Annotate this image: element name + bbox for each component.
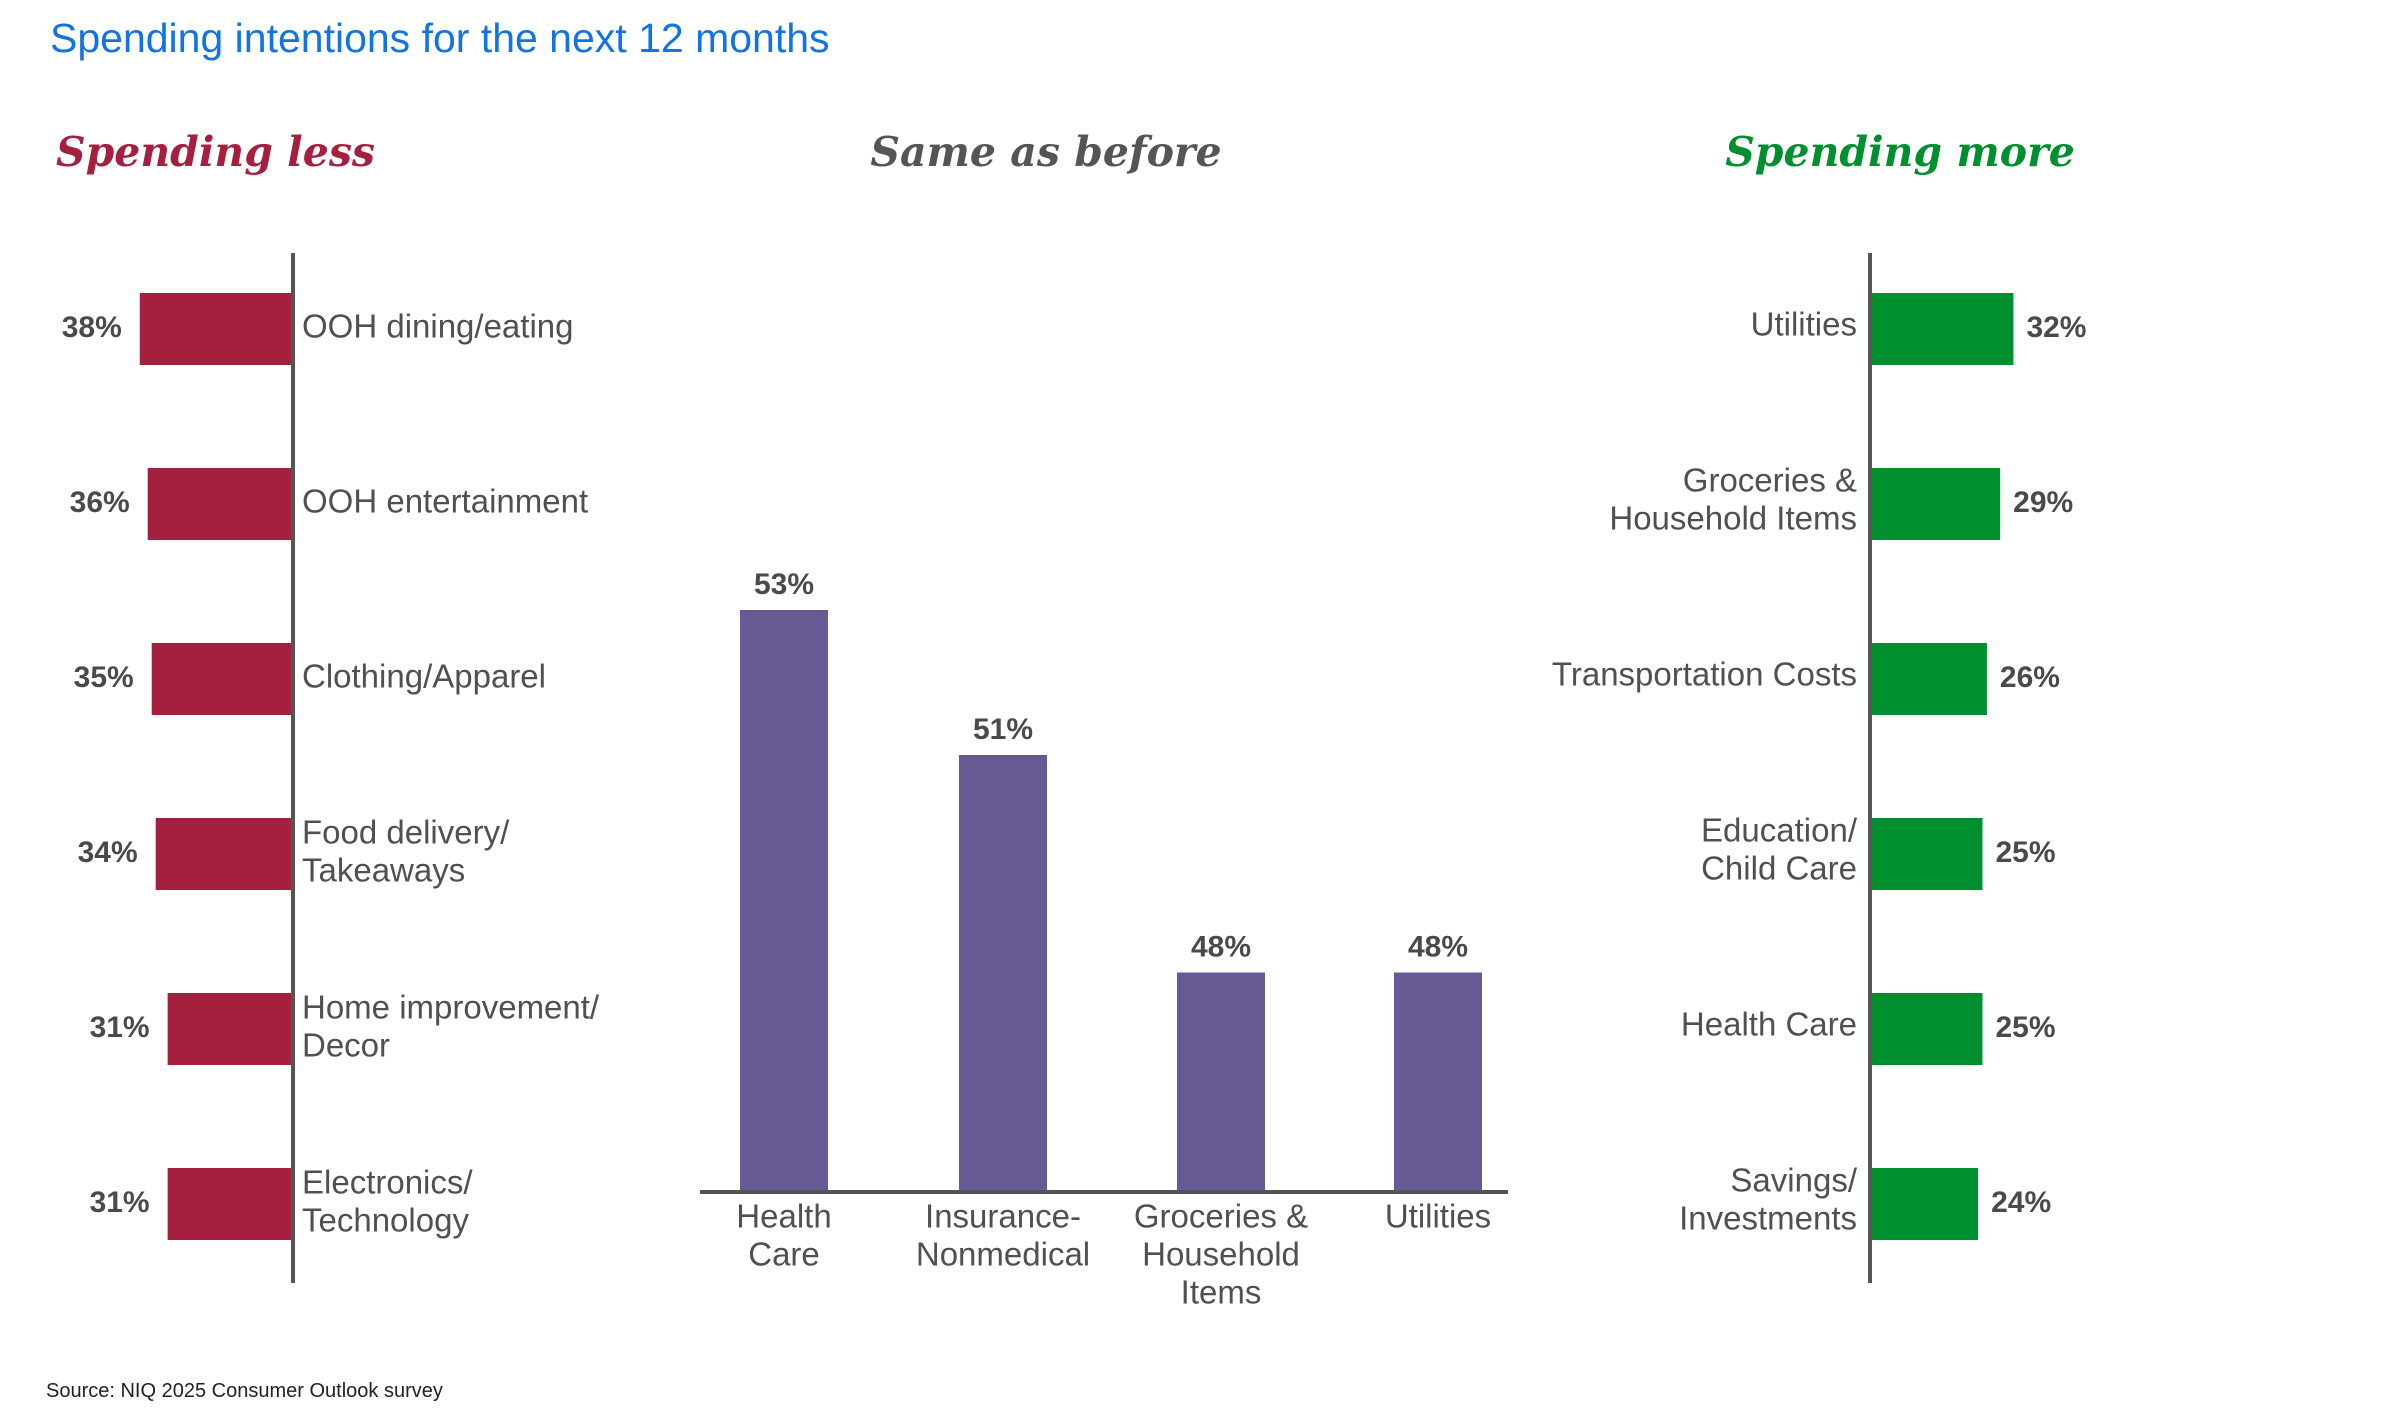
- section-title-spending-less: Spending less: [56, 128, 375, 176]
- more-bar: [1872, 993, 1983, 1065]
- source-note: Source: NIQ 2025 Consumer Outlook survey: [46, 1380, 443, 1402]
- spending-more-chart: 32% Utilities 29% Groceries & Household Item…: [1552, 293, 2086, 1240]
- same-bar: [1177, 972, 1265, 1190]
- same-value-label: 48%: [1191, 930, 1251, 963]
- more-value-label: 29%: [2013, 486, 2073, 519]
- more-category-label: Groceries & Household Items: [1609, 462, 1857, 537]
- same-bar: [740, 610, 828, 1190]
- more-bar: [1872, 818, 1983, 890]
- more-value-label: 32%: [2026, 311, 2086, 344]
- more-bar: [1872, 293, 2014, 365]
- more-category-label: Transportation Costs: [1552, 656, 1857, 693]
- more-bar: [1872, 643, 1987, 715]
- less-category-label: OOH dining/eating: [302, 308, 574, 345]
- chart-title: Spending intentions for the next 12 mont…: [50, 15, 830, 61]
- less-value-label: 31%: [90, 1011, 150, 1044]
- less-category-label: Home improvement/Decor: [302, 989, 600, 1064]
- less-bar: [147, 468, 291, 540]
- same-category-label: Insurance-Nonmedical: [916, 1198, 1090, 1273]
- more-bar: [1872, 468, 2001, 540]
- same-value-label: 48%: [1408, 930, 1468, 963]
- less-value-label: 36%: [70, 486, 130, 519]
- more-category-label: Savings/Investments: [1679, 1162, 1858, 1237]
- less-bar: [167, 993, 291, 1065]
- same-category-label: Groceries & Household Items: [1134, 1198, 1308, 1311]
- less-category-label: Electronics/Technology: [302, 1164, 473, 1239]
- less-bar: [151, 643, 291, 715]
- less-bar: [167, 1168, 291, 1240]
- more-category-label: Health Care: [1681, 1006, 1857, 1043]
- spending-less-chart: 38% OOH dining/eating 36% OOH entertainment…: [62, 293, 600, 1240]
- less-value-label: 38%: [62, 311, 122, 344]
- more-category-label: Education/Child Care: [1701, 812, 1858, 887]
- more-value-label: 26%: [2000, 661, 2060, 694]
- same-as-before-chart: 53% Health Care 51% Insurance-Nonmedical 48% G…: [736, 568, 1491, 1311]
- same-category-label: Health Care: [736, 1198, 831, 1273]
- less-category-label: Food delivery/Takeaways: [302, 814, 510, 889]
- more-category-label: Utilities: [1751, 306, 1857, 343]
- section-title-spending-more: Spending more: [1725, 128, 2075, 176]
- less-value-label: 34%: [78, 836, 138, 869]
- same-category-label: Utilities: [1385, 1198, 1491, 1235]
- same-value-label: 51%: [973, 713, 1033, 746]
- less-value-label: 35%: [74, 661, 134, 694]
- more-value-label: 25%: [1996, 1011, 2056, 1044]
- more-value-label: 24%: [1991, 1186, 2051, 1219]
- less-category-label: Clothing/Apparel: [302, 658, 546, 695]
- section-title-same-as-before: Same as before: [870, 128, 1221, 176]
- more-bar: [1872, 1168, 1979, 1240]
- same-value-label: 53%: [754, 568, 814, 601]
- less-value-label: 31%: [90, 1186, 150, 1219]
- less-category-label: OOH entertainment: [302, 483, 588, 520]
- more-value-label: 25%: [1996, 836, 2056, 869]
- less-bar: [155, 818, 291, 890]
- same-bar: [959, 755, 1047, 1190]
- same-bar: [1394, 972, 1482, 1190]
- less-bar: [139, 293, 291, 365]
